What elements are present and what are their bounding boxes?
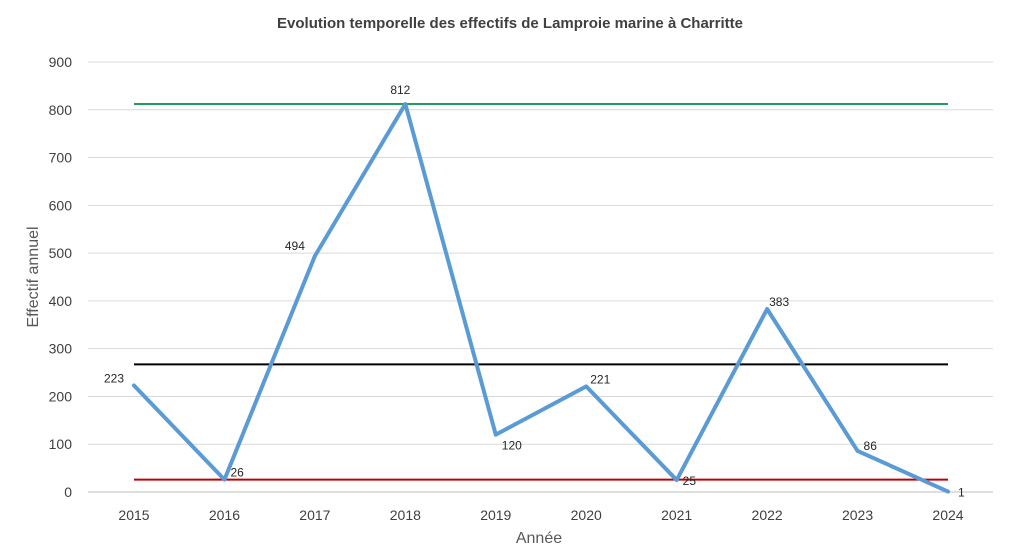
y-tick-label: 100 xyxy=(49,436,73,452)
data-label: 26 xyxy=(230,466,244,480)
data-label: 812 xyxy=(390,83,410,97)
y-tick-label: 300 xyxy=(49,341,73,357)
x-tick-label: 2023 xyxy=(842,507,873,523)
data-label: 25 xyxy=(683,474,697,488)
reference-lines xyxy=(134,103,948,481)
y-tick-label: 500 xyxy=(49,245,73,261)
x-tick-label: 2017 xyxy=(299,507,330,523)
y-tick-label: 400 xyxy=(49,293,73,309)
data-label: 1 xyxy=(958,486,965,500)
series-line xyxy=(132,102,950,494)
data-label: 494 xyxy=(285,239,305,253)
y-axis-label: Effectif annuel xyxy=(25,226,42,327)
data-label: 86 xyxy=(864,439,878,453)
x-tick-label: 2015 xyxy=(118,507,149,523)
x-tick-label: 2024 xyxy=(932,507,963,523)
x-axis-label: Année xyxy=(516,530,562,546)
y-axis-ticks: 0 100 200 300 400 500 600 700 800 900 xyxy=(49,54,73,500)
x-tick-label: 2018 xyxy=(390,507,421,523)
chart-title: Evolution temporelle des effectifs de La… xyxy=(277,15,743,32)
data-label: 223 xyxy=(104,371,124,385)
x-axis-ticks: 2015 2016 2017 2018 2019 2020 2021 2022 2023 2024 xyxy=(118,507,963,523)
x-tick-label: 2022 xyxy=(752,507,783,523)
y-tick-label: 800 xyxy=(49,102,73,118)
y-tick-label: 700 xyxy=(49,150,73,166)
data-label: 221 xyxy=(590,372,610,386)
x-tick-label: 2021 xyxy=(661,507,692,523)
data-label: 120 xyxy=(502,439,522,453)
y-tick-label: 600 xyxy=(49,197,73,213)
x-tick-label: 2019 xyxy=(480,507,511,523)
y-tick-label: 900 xyxy=(49,54,73,70)
y-tick-label: 0 xyxy=(64,484,72,500)
x-tick-label: 2020 xyxy=(571,507,602,523)
gridlines xyxy=(88,61,993,493)
data-series xyxy=(132,102,950,494)
x-tick-label: 2016 xyxy=(209,507,240,523)
y-tick-label: 200 xyxy=(49,388,73,404)
data-labels: 223 26 494 812 120 221 25 383 86 1 xyxy=(104,83,965,499)
data-label: 383 xyxy=(769,295,789,309)
